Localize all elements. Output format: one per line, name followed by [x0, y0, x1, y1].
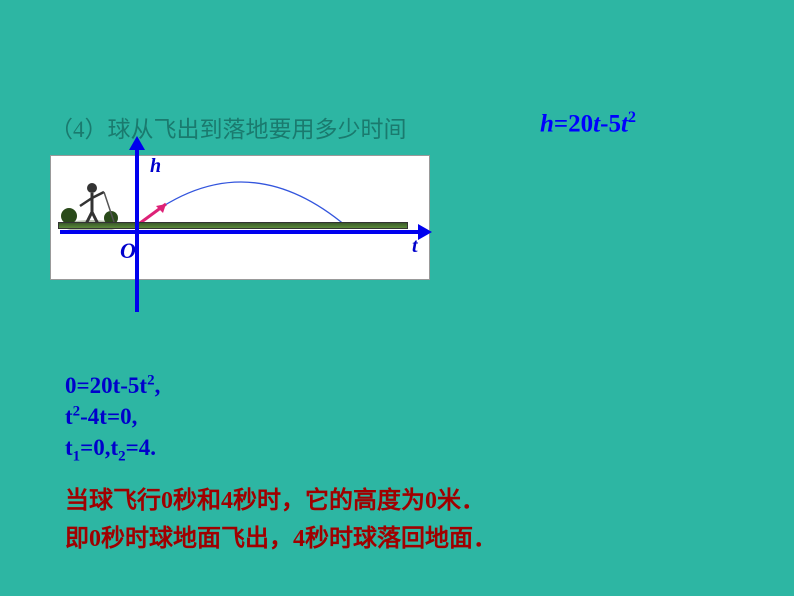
- sol1-tail: ,: [155, 373, 161, 398]
- conclusion-line2: 即0秒时球地面飞出，4秒时球落回地面．: [65, 518, 497, 553]
- golf-club: [104, 192, 114, 222]
- ground-bar: [58, 222, 408, 229]
- question-text: （4）球从飞出到落地要用多少时间: [50, 110, 407, 144]
- h-axis: [135, 142, 139, 312]
- question-prefix: （4）: [50, 117, 108, 142]
- solution-line2: t2-4t=0,: [65, 401, 160, 432]
- eq-c2: 5: [608, 110, 621, 137]
- eq-lhs: h: [540, 110, 554, 137]
- eq-v2: t: [621, 110, 628, 137]
- conclusion-line1: 当球飞行0秒和4秒时，它的高度为0米．: [65, 480, 485, 515]
- trajectory-curve: [136, 182, 346, 226]
- sol3-b: =0,t: [80, 435, 118, 460]
- sol3-sub2: 2: [118, 449, 125, 465]
- solution-line1: 0=20t-5t2,: [65, 370, 160, 401]
- h-axis-label: h: [150, 155, 161, 178]
- sol2-b: -4t=0,: [80, 404, 137, 429]
- solution-line3: t1=0,t2=4.: [65, 432, 160, 467]
- solution-steps: 0=20t-5t2, t2-4t=0, t1=0,t2=4.: [65, 370, 160, 467]
- t-axis-label: t: [412, 235, 418, 258]
- top-equation: h=20t-5t2: [540, 108, 636, 138]
- question-body: 球从飞出到落地要用多少时间: [108, 117, 407, 142]
- sol3-a: t: [65, 435, 73, 460]
- h-axis-arrow: [129, 136, 145, 150]
- eq-equals: =: [554, 110, 568, 137]
- t-axis: [60, 230, 420, 234]
- sol1-main: 0=20t-5t: [65, 373, 147, 398]
- golfer-arm2: [92, 192, 104, 198]
- sol1-exp: 2: [147, 372, 154, 388]
- sol2-a: t: [65, 404, 73, 429]
- golfer-head: [87, 183, 97, 193]
- eq-exp: 2: [628, 108, 636, 126]
- t-axis-arrow: [418, 224, 432, 240]
- sol3-c: =4.: [126, 435, 156, 460]
- golfer-arm1: [80, 198, 92, 206]
- origin-label: O: [120, 238, 136, 264]
- eq-c1: 20: [568, 110, 593, 137]
